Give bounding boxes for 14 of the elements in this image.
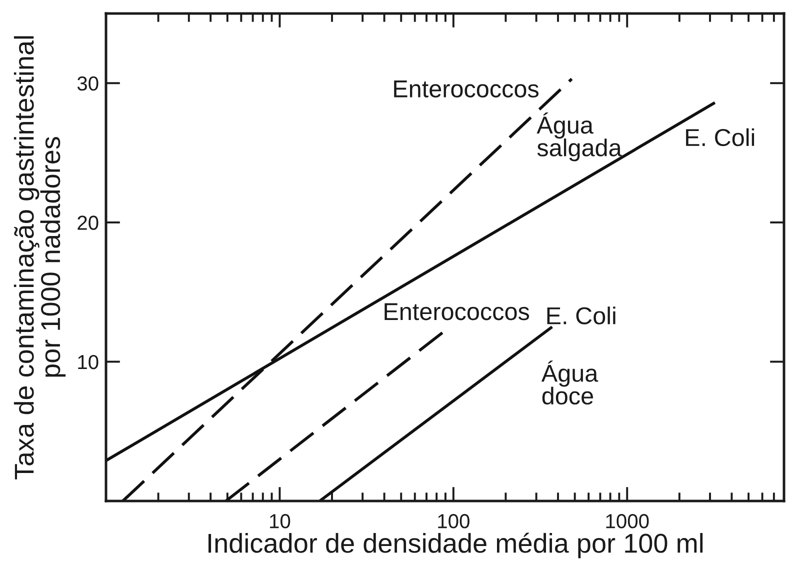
- annotation: Água doce: [541, 360, 598, 405]
- y-tick-label: 20: [78, 216, 98, 230]
- x-tick-label: 1000: [606, 514, 649, 528]
- series-label: E. Coli: [686, 128, 754, 146]
- y-tick-label: 30: [77, 76, 98, 91]
- x-axis-title: Indicador de densidade média por 100 ml: [208, 532, 703, 558]
- y-tick-label: 10: [78, 354, 98, 370]
- series-label: E. Coli: [547, 306, 616, 324]
- series-label: Enterococcos: [394, 80, 539, 98]
- annotation: Água salgada: [536, 112, 622, 162]
- x-tick-label: 100: [438, 514, 470, 528]
- x-tick-label: 10: [270, 514, 290, 528]
- series-label: Enterococcos: [384, 303, 530, 320]
- y-axis-title: Taxa de contaminação gastrintestinal por 1000 nadadores: [14, 36, 66, 480]
